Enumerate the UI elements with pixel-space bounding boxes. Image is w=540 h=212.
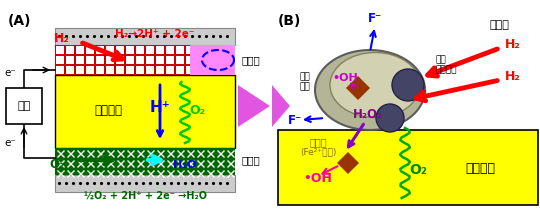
Text: e⁻: e⁻ <box>4 68 16 78</box>
Bar <box>146 66 154 74</box>
Bar <box>206 66 214 74</box>
Text: H₂: H₂ <box>505 70 521 82</box>
Bar <box>126 46 134 54</box>
Text: O₂: O₂ <box>409 163 427 177</box>
Bar <box>76 66 84 74</box>
Bar <box>196 46 204 54</box>
Bar <box>176 66 184 74</box>
Text: H₂→2H⁺ + 2e⁻: H₂→2H⁺ + 2e⁻ <box>116 29 195 39</box>
Bar <box>146 46 154 54</box>
Bar <box>278 130 538 205</box>
Bar <box>136 56 144 64</box>
Bar <box>226 46 234 54</box>
Text: •OH: •OH <box>332 73 358 83</box>
Bar <box>186 46 194 54</box>
Bar <box>136 46 144 54</box>
Bar <box>156 66 164 74</box>
Bar <box>176 56 184 64</box>
Bar <box>176 46 184 54</box>
Text: 不純物: 不純物 <box>309 137 327 147</box>
Bar <box>196 56 204 64</box>
Bar <box>136 66 144 74</box>
Circle shape <box>392 69 424 101</box>
Text: O₂: O₂ <box>50 159 65 172</box>
Bar <box>96 46 104 54</box>
Bar <box>106 46 114 54</box>
Text: (A): (A) <box>8 14 31 28</box>
Text: 電解質膜: 電解質膜 <box>465 162 495 174</box>
Bar <box>86 66 94 74</box>
Polygon shape <box>238 85 270 127</box>
Bar <box>226 66 234 74</box>
Bar <box>66 66 74 74</box>
Bar <box>216 56 224 64</box>
Bar <box>156 46 164 54</box>
Bar <box>56 66 64 74</box>
Text: H₂O: H₂O <box>173 160 197 170</box>
Text: (Fe²⁺など): (Fe²⁺など) <box>300 148 336 156</box>
Bar <box>156 56 164 64</box>
Bar <box>55 148 235 175</box>
Bar <box>76 56 84 64</box>
Bar <box>206 56 214 64</box>
Text: H₂: H₂ <box>505 38 521 50</box>
Text: F⁻: F⁻ <box>288 113 302 127</box>
Bar <box>126 56 134 64</box>
Bar <box>166 46 174 54</box>
Bar <box>226 56 234 64</box>
Bar <box>186 66 194 74</box>
Text: 電解質膜: 電解質膜 <box>94 103 122 117</box>
Bar <box>86 46 94 54</box>
Bar <box>76 46 84 54</box>
Text: ½O₂ + 2H⁺ + 2e⁻ →H₂O: ½O₂ + 2H⁺ + 2e⁻ →H₂O <box>84 191 206 201</box>
Bar <box>66 56 74 64</box>
Bar <box>55 175 235 192</box>
Bar <box>116 46 124 54</box>
Bar <box>55 45 235 75</box>
Text: •OH: •OH <box>303 172 333 184</box>
Bar <box>206 46 214 54</box>
FancyBboxPatch shape <box>6 88 42 124</box>
Circle shape <box>376 104 404 132</box>
Text: H₂: H₂ <box>54 32 70 45</box>
Bar <box>190 45 235 75</box>
Bar <box>66 46 74 54</box>
Text: 負荷: 負荷 <box>17 101 31 111</box>
Polygon shape <box>272 85 290 127</box>
Bar <box>106 56 114 64</box>
Bar <box>116 66 124 74</box>
Bar <box>196 66 204 74</box>
Bar <box>166 66 174 74</box>
Polygon shape <box>337 152 359 174</box>
Bar <box>216 66 224 74</box>
Ellipse shape <box>330 53 420 117</box>
Bar <box>216 46 224 54</box>
Bar <box>55 28 235 45</box>
Text: 水素極: 水素極 <box>242 55 261 65</box>
Text: e⁻: e⁻ <box>4 138 16 148</box>
Bar <box>56 56 64 64</box>
Bar <box>116 56 124 64</box>
Text: H⁺: H⁺ <box>150 100 171 116</box>
Polygon shape <box>346 76 370 100</box>
Bar <box>86 56 94 64</box>
Text: F⁻: F⁻ <box>368 11 382 25</box>
Bar <box>96 66 104 74</box>
Bar <box>96 56 104 64</box>
Bar <box>56 46 64 54</box>
Bar <box>186 56 194 64</box>
Text: 炭素
担体: 炭素 担体 <box>300 72 310 92</box>
Bar <box>166 56 174 64</box>
Text: O₂: O₂ <box>189 103 205 117</box>
Bar <box>106 66 114 74</box>
Text: H₂O₂: H₂O₂ <box>353 109 383 121</box>
Text: (B): (B) <box>278 14 301 28</box>
Ellipse shape <box>315 50 425 130</box>
Text: 空気極: 空気極 <box>242 155 261 165</box>
Text: 白金
ナノ粒子: 白金 ナノ粒子 <box>435 55 456 75</box>
Text: 水素極: 水素極 <box>490 20 510 30</box>
Bar <box>55 75 235 148</box>
Bar <box>126 66 134 74</box>
Bar <box>146 56 154 64</box>
